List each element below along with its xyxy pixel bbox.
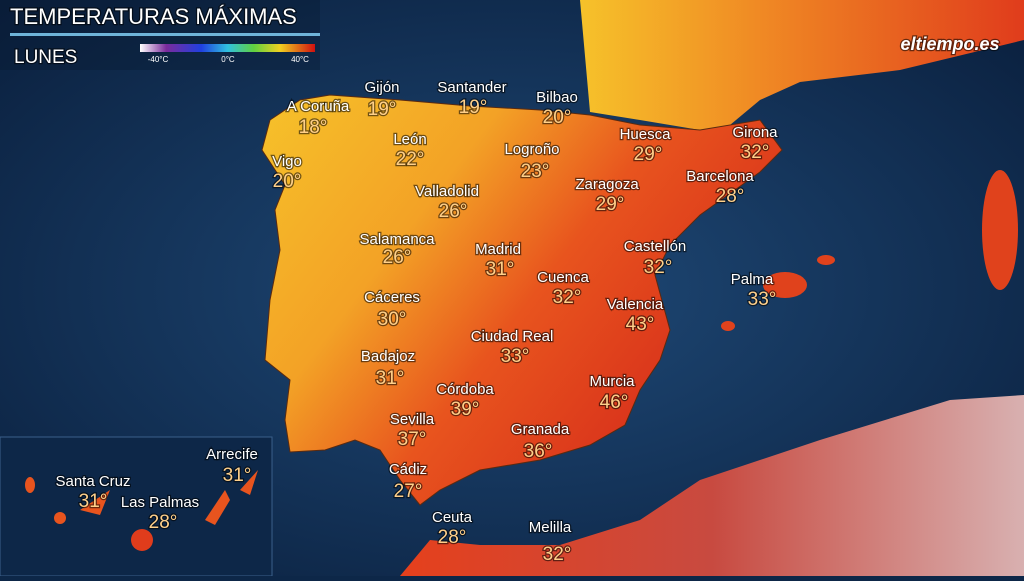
- menorca: [817, 255, 835, 265]
- city-name: Madrid: [475, 241, 521, 258]
- city-name: Castellón: [624, 238, 687, 255]
- island: [205, 490, 230, 525]
- city-name: Valladolid: [415, 183, 479, 200]
- city-temp: 33°: [748, 289, 777, 310]
- city-name: Badajoz: [361, 348, 415, 365]
- city-name: A Coruña: [287, 98, 350, 115]
- city-temp: 31°: [376, 368, 405, 389]
- city-temp: 19°: [459, 97, 488, 118]
- city-temp: 23°: [521, 161, 550, 182]
- city-name: Logroño: [504, 141, 559, 158]
- city-temp: 28°: [438, 527, 467, 548]
- city-temp: 31°: [223, 465, 252, 486]
- iberia: [261, 94, 783, 506]
- legend-label: -40°C: [148, 55, 169, 64]
- title: TEMPERATURAS MÁXIMAS: [10, 4, 297, 29]
- city-name: Cuenca: [537, 269, 589, 286]
- city-temp: 29°: [634, 144, 663, 165]
- city-name: Arrecife: [206, 446, 258, 463]
- city-name: Granada: [511, 421, 570, 438]
- sardinia: [982, 170, 1018, 290]
- city-temp: 32°: [644, 257, 673, 278]
- island: [54, 512, 66, 524]
- city-name: Sevilla: [390, 411, 435, 428]
- logo: eltiempo.es: [900, 34, 999, 54]
- island: [25, 477, 35, 493]
- city-temp: 32°: [741, 142, 770, 163]
- legend-label: 40°C: [291, 55, 309, 64]
- city-name: Huesca: [620, 126, 672, 143]
- city-name: Barcelona: [686, 168, 754, 185]
- city-temp: 18°: [299, 117, 328, 138]
- city-name: Ceuta: [432, 509, 473, 526]
- city-temp: 33°: [501, 346, 530, 367]
- island: [240, 470, 258, 495]
- island: [80, 490, 110, 515]
- city-temp: 29°: [596, 194, 625, 215]
- island: [131, 529, 153, 551]
- city-name: Salamanca: [359, 231, 435, 248]
- city-temp: 27°: [394, 481, 423, 502]
- city-temp: 19°: [368, 99, 397, 120]
- city-name: Melilla: [529, 519, 572, 536]
- title-underline: [10, 33, 320, 36]
- city-temp: 32°: [553, 287, 582, 308]
- city-temp: 31°: [486, 259, 515, 280]
- city-name: Zaragoza: [575, 176, 639, 193]
- city-name: Ciudad Real: [471, 328, 554, 345]
- france: [580, 0, 1024, 130]
- city-temp: 32°: [543, 544, 572, 565]
- city-temp: 30°: [378, 309, 407, 330]
- city-temp: 20°: [543, 107, 572, 128]
- city-name: Gijón: [364, 79, 399, 96]
- city-temp: 20°: [273, 171, 302, 192]
- city-name: Cáceres: [364, 289, 420, 306]
- ibiza: [721, 321, 735, 331]
- city-name: Valencia: [607, 296, 664, 313]
- city-temp: 39°: [451, 399, 480, 420]
- city-temp: 43°: [626, 314, 655, 335]
- city-temp: 46°: [600, 392, 629, 413]
- city-temp: 28°: [149, 512, 178, 533]
- canary-inset: [0, 436, 273, 577]
- city-name: Las Palmas: [121, 494, 199, 511]
- legend-label: 0°C: [221, 55, 235, 64]
- color-scale: [140, 44, 315, 52]
- city-name: Santa Cruz: [55, 473, 130, 490]
- city-name: Santander: [437, 79, 506, 96]
- city-temp: 28°: [716, 186, 745, 207]
- city-name: Cádiz: [389, 461, 427, 478]
- city-name: Bilbao: [536, 89, 578, 106]
- city-temp: 37°: [398, 429, 427, 450]
- day: LUNES: [14, 47, 77, 68]
- city-temp: 36°: [524, 441, 553, 462]
- africa: [400, 395, 1024, 576]
- city-name: Murcia: [589, 373, 635, 390]
- mallorca: [763, 272, 807, 298]
- city-name: Vigo: [272, 153, 302, 170]
- city-temp: 26°: [439, 201, 468, 222]
- city-temp: 22°: [396, 149, 425, 170]
- city-name: León: [393, 131, 426, 148]
- city-name: Girona: [732, 124, 778, 141]
- city-temp: 31°: [79, 491, 108, 512]
- city-temp: 26°: [383, 247, 412, 268]
- city-name: Palma: [731, 271, 774, 288]
- city-name: Córdoba: [436, 381, 494, 398]
